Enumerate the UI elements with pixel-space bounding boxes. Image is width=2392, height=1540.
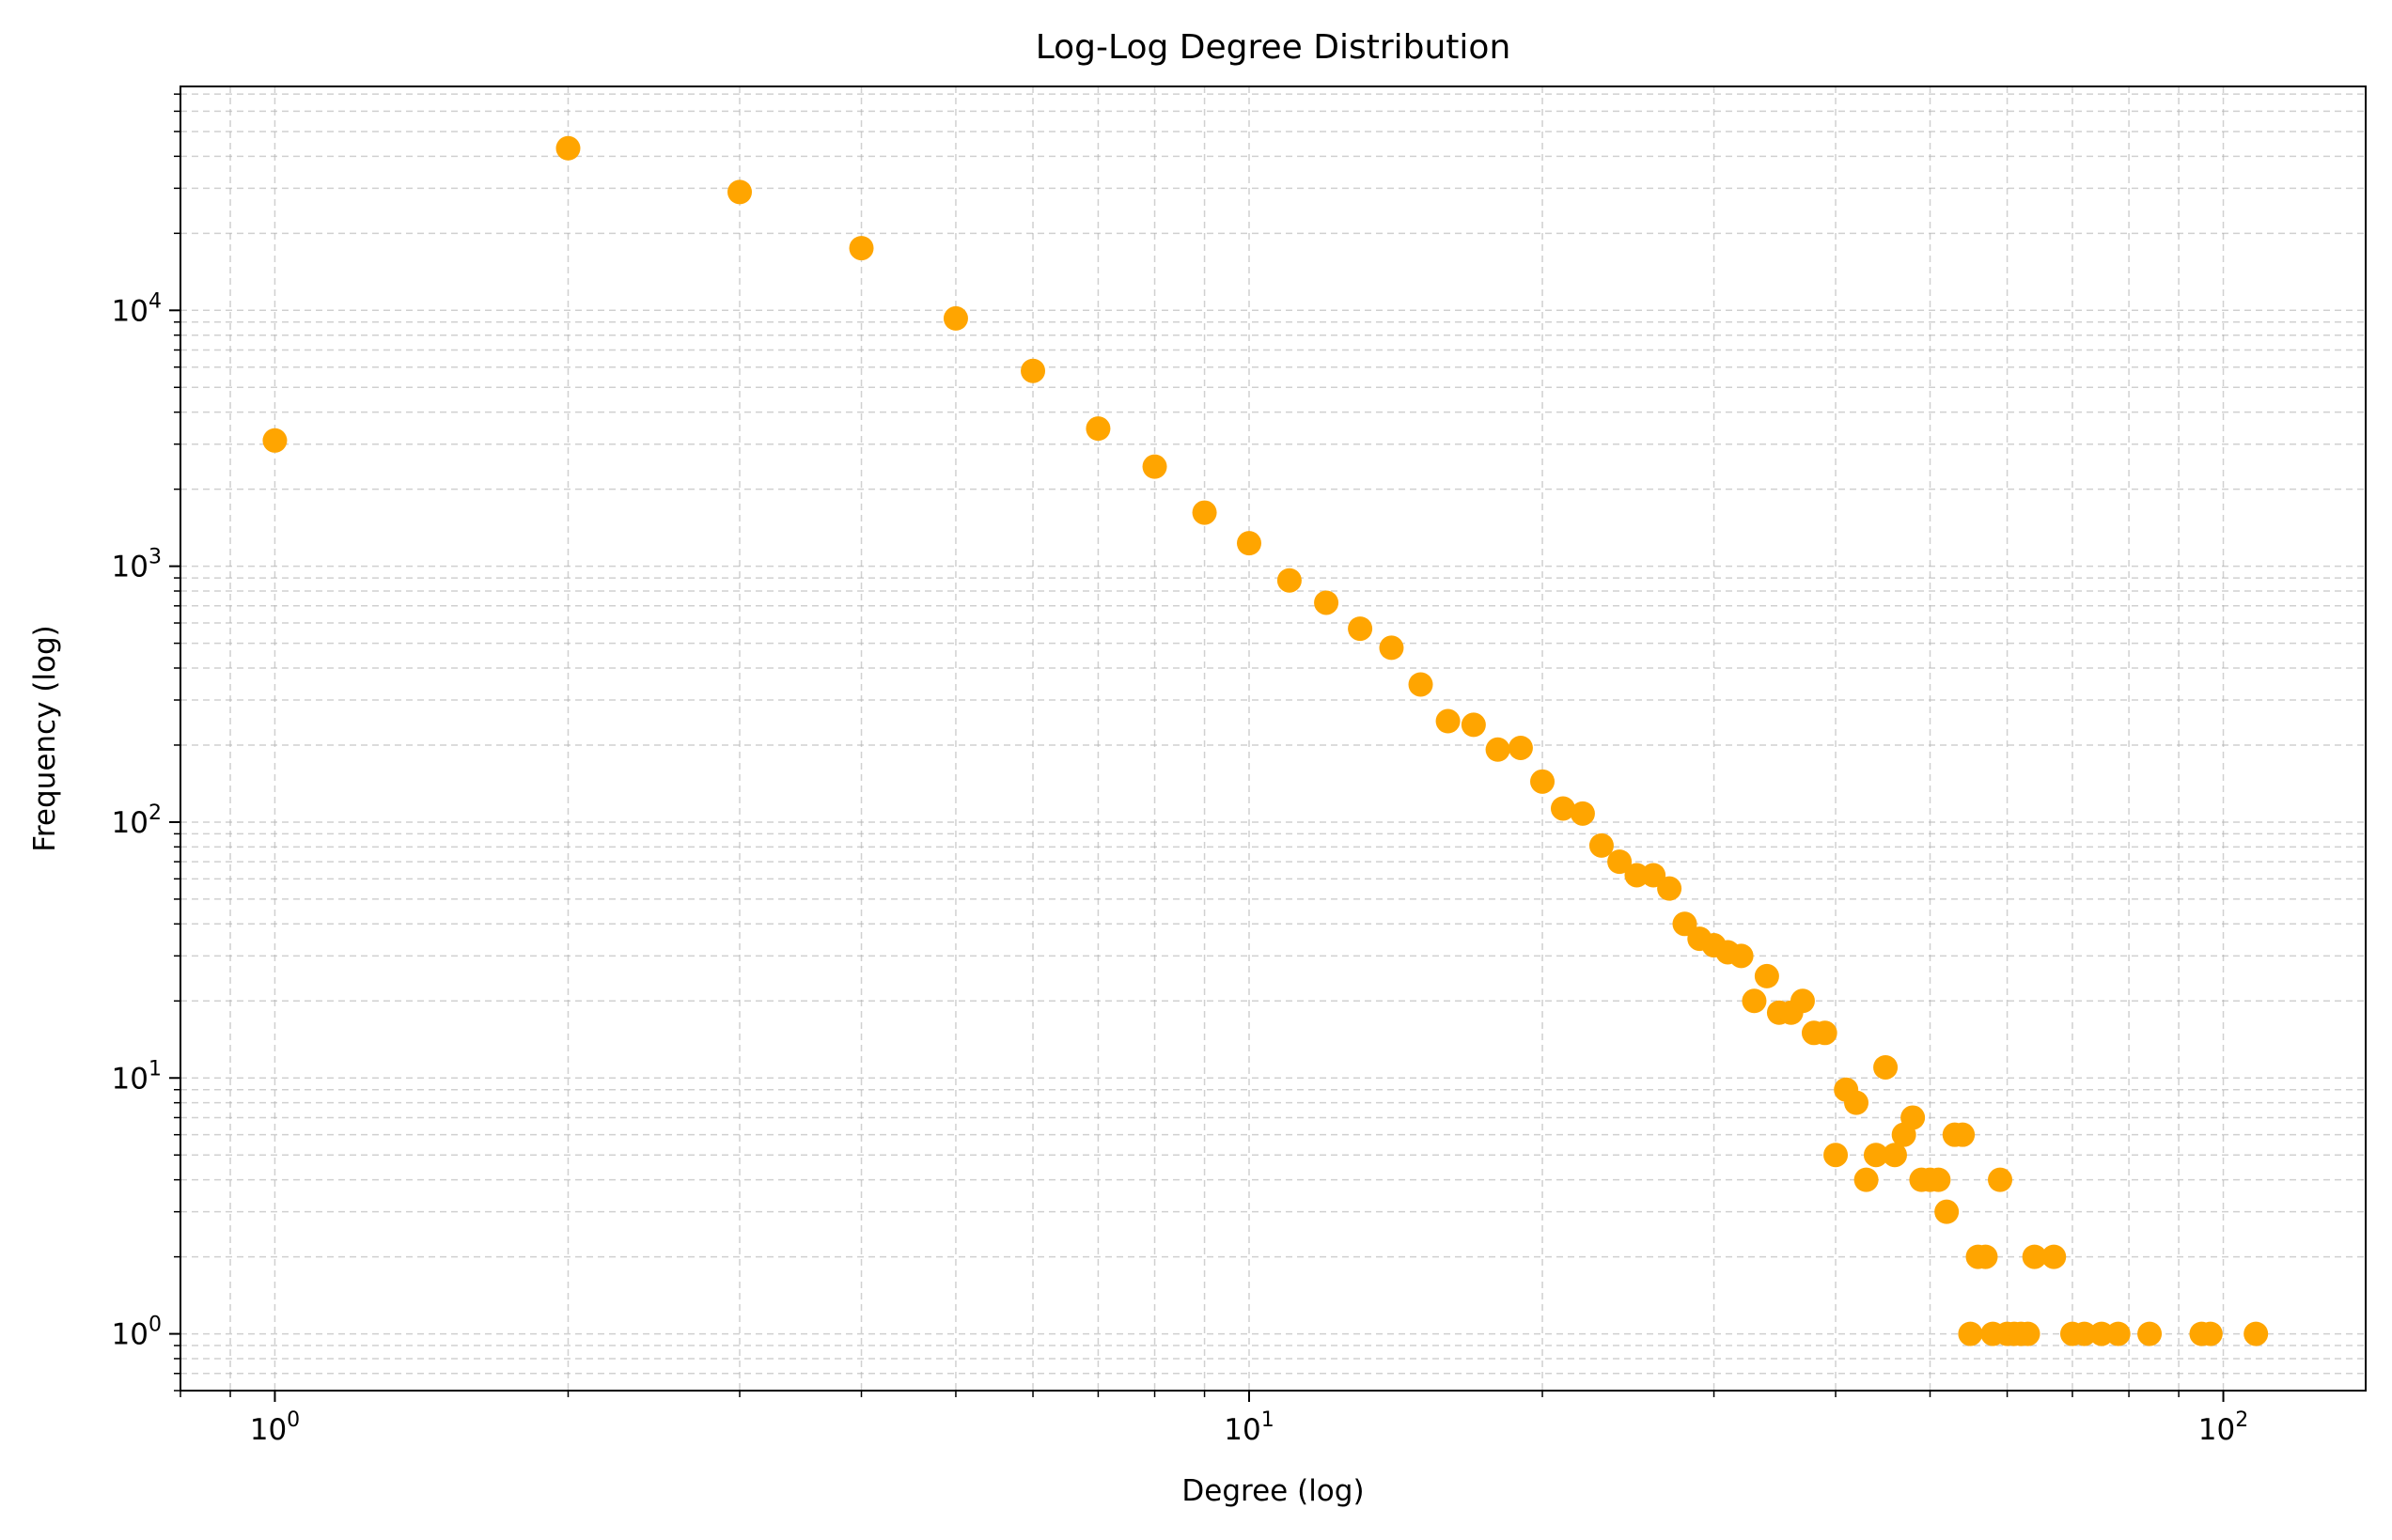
- data-point: [1926, 1167, 1951, 1192]
- x-tick-label: 101: [1224, 1408, 1274, 1447]
- data-point: [1728, 943, 1754, 969]
- data-point: [1314, 590, 1339, 615]
- data-point: [2105, 1321, 2131, 1346]
- y-axis-label: Frequency (log): [28, 625, 62, 851]
- x-axis-label: Degree (log): [1181, 1474, 1364, 1508]
- data-point: [1236, 531, 1261, 556]
- data-point: [1742, 988, 1767, 1014]
- data-point: [1607, 849, 1633, 875]
- grid-lines: [180, 86, 2366, 1392]
- data-point: [1276, 568, 1302, 593]
- data-point: [1348, 616, 1373, 642]
- data-point: [943, 305, 968, 331]
- data-point: [1754, 963, 1779, 988]
- data-point: [1812, 1020, 1837, 1046]
- data-point: [1550, 796, 1575, 821]
- data-point: [1657, 876, 1682, 901]
- chart-title: Log-Log Degree Distribution: [1036, 28, 1511, 67]
- y-tick-label: 100: [112, 1314, 162, 1352]
- data-point: [1973, 1244, 1998, 1269]
- data-point: [555, 135, 581, 161]
- x-tick-label: 100: [250, 1408, 300, 1447]
- data-point: [1882, 1143, 1907, 1168]
- data-point: [1900, 1105, 1926, 1130]
- axis-ticks: [169, 93, 2225, 1402]
- data-point: [1508, 735, 1533, 760]
- data-point: [2243, 1321, 2269, 1346]
- data-point: [1853, 1167, 1879, 1192]
- y-tick-label: 104: [112, 289, 162, 328]
- data-point: [1873, 1054, 1899, 1080]
- data-point: [1934, 1199, 1960, 1224]
- data-point: [2015, 1321, 2040, 1346]
- data-point: [1790, 988, 1815, 1014]
- y-tick-label: 103: [112, 546, 162, 584]
- data-point: [2137, 1321, 2163, 1346]
- tick-labels: 100 101 102 100 101 102 103 104: [112, 289, 2249, 1447]
- data-point: [1570, 801, 1595, 826]
- data-point: [1988, 1167, 2013, 1192]
- data-point: [849, 236, 874, 261]
- data-point: [2041, 1244, 2067, 1269]
- data-point: [1379, 635, 1404, 661]
- data-point: [1086, 416, 1111, 442]
- data-point: [1588, 832, 1614, 858]
- y-tick-label: 102: [112, 801, 162, 840]
- data-point: [1530, 769, 1556, 794]
- data-point: [2072, 1321, 2097, 1346]
- data-point: [262, 428, 288, 453]
- data-point: [1435, 708, 1461, 734]
- data-point: [1823, 1143, 1849, 1168]
- data-point: [1485, 737, 1510, 762]
- data-point: [1958, 1321, 1983, 1346]
- data-point: [1863, 1143, 1888, 1168]
- data-point: [1461, 712, 1486, 738]
- data-point: [1192, 500, 1217, 525]
- data-point: [1672, 911, 1697, 937]
- data-point: [727, 179, 753, 205]
- data-point: [1950, 1122, 1976, 1147]
- data-points: [262, 135, 2269, 1346]
- data-point: [2197, 1321, 2223, 1346]
- data-point: [1408, 672, 1433, 697]
- x-tick-label: 102: [2198, 1408, 2248, 1447]
- data-point: [1142, 454, 1167, 479]
- data-point: [2022, 1244, 2047, 1269]
- plot-frame: [180, 86, 2367, 1392]
- data-point: [1844, 1090, 1869, 1115]
- y-tick-label: 101: [112, 1057, 162, 1096]
- data-point: [1021, 358, 1046, 383]
